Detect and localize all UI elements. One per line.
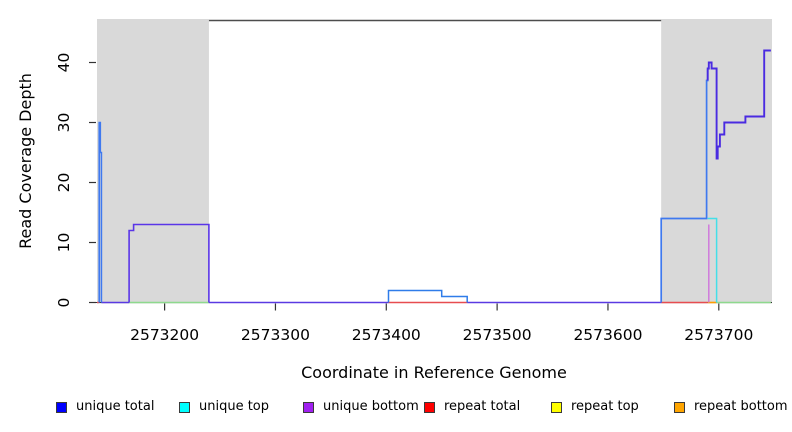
y-tick-label: 0: [55, 298, 73, 308]
legend-label: unique top: [199, 399, 270, 414]
x-tick-label: 2573600: [573, 326, 642, 344]
chart-legend: unique total unique top unique bottom repea…: [0, 399, 792, 421]
legend-swatch-icon: [179, 401, 190, 413]
x-axis-title: Coordinate in Reference Genome: [301, 363, 567, 382]
legend-swatch-icon: [56, 401, 67, 413]
unique-total-spike: [98, 121, 103, 303]
legend-label: unique bottom: [323, 399, 419, 414]
x-tick-label: 2573500: [463, 326, 532, 344]
y-tick-label: 20: [55, 173, 73, 193]
unique-total-bump: [387, 289, 468, 303]
legend-label: repeat total: [444, 399, 521, 414]
legend-item-repeat-total: repeat total: [424, 399, 520, 415]
unique-peak-staircase: [706, 49, 771, 160]
legend-swatch-icon: [674, 401, 685, 413]
legend-label: repeat top: [571, 399, 639, 414]
y-tick-label: 40: [55, 53, 73, 73]
legend-item-repeat-top: repeat top: [551, 399, 639, 415]
x-tick-label: 2573200: [130, 326, 199, 344]
legend-swatch-icon: [303, 401, 314, 413]
x-tick-label: 2573300: [241, 326, 310, 344]
legend-item-unique-total: unique total: [56, 399, 154, 415]
legend-swatch-icon: [551, 401, 562, 413]
y-tick-label: 10: [55, 233, 73, 253]
legend-item-unique-bottom: unique bottom: [303, 399, 419, 415]
y-axis-title: Read Coverage Depth: [16, 73, 35, 249]
unique-top-step: [707, 217, 718, 303]
legend-label: repeat bottom: [694, 399, 788, 414]
y-tick-label: 30: [55, 113, 73, 133]
legend-label: unique total: [76, 399, 155, 414]
unique-bottom-box: [128, 223, 210, 303]
x-tick-label: 2573400: [352, 326, 421, 344]
legend-item-unique-top: unique top: [179, 399, 269, 415]
left-shaded-region: [97, 19, 209, 304]
x-tick-label: 2573700: [684, 326, 753, 344]
legend-item-repeat-bottom: repeat bottom: [674, 399, 788, 415]
legend-swatch-icon: [424, 401, 435, 413]
plot-layers: 2573200 2573300 2573400 2573500 2573600 25737…: [55, 19, 772, 344]
